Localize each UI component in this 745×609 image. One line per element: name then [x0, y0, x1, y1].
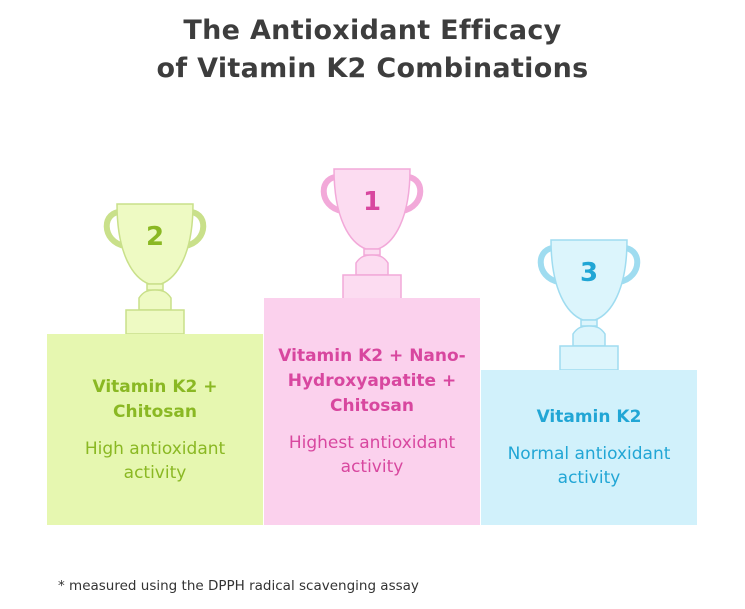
title-line-2: of Vitamin K2 Combinations	[156, 53, 589, 84]
podium-name: Vitamin K2	[536, 407, 642, 427]
footnote: * measured using the DPPH radical scaven…	[58, 578, 419, 594]
podium-block-rank-2: Vitamin K2 + Chitosan High antioxidant a…	[47, 334, 263, 525]
rank-label: 3	[580, 258, 598, 288]
title-line-1: The Antioxidant Efficacy	[183, 15, 562, 46]
trophy-icon-rank-3: 3	[529, 234, 649, 371]
page-title: The Antioxidant Efficacy of Vitamin K2 C…	[0, 12, 745, 88]
podium-name: Vitamin K2 + Chitosan	[92, 376, 218, 422]
podium-description: Normal antioxidant activity	[507, 444, 671, 488]
rank-label: 1	[363, 187, 381, 217]
podium-block-rank-1: Vitamin K2 + Nano-Hydroxyapatite + Chito…	[264, 298, 480, 525]
trophy-icon-rank-2: 2	[95, 198, 215, 335]
rank-label: 2	[146, 222, 164, 252]
podium-block-rank-3: Vitamin K2 Normal antioxidant activity	[481, 370, 697, 525]
podium-description: Highest antioxidant activity	[288, 433, 456, 477]
trophy-icon-rank-1: 1	[312, 163, 432, 300]
podium-name: Vitamin K2 + Nano-Hydroxyapatite + Chito…	[278, 346, 466, 416]
podium-description: High antioxidant activity	[84, 438, 226, 483]
